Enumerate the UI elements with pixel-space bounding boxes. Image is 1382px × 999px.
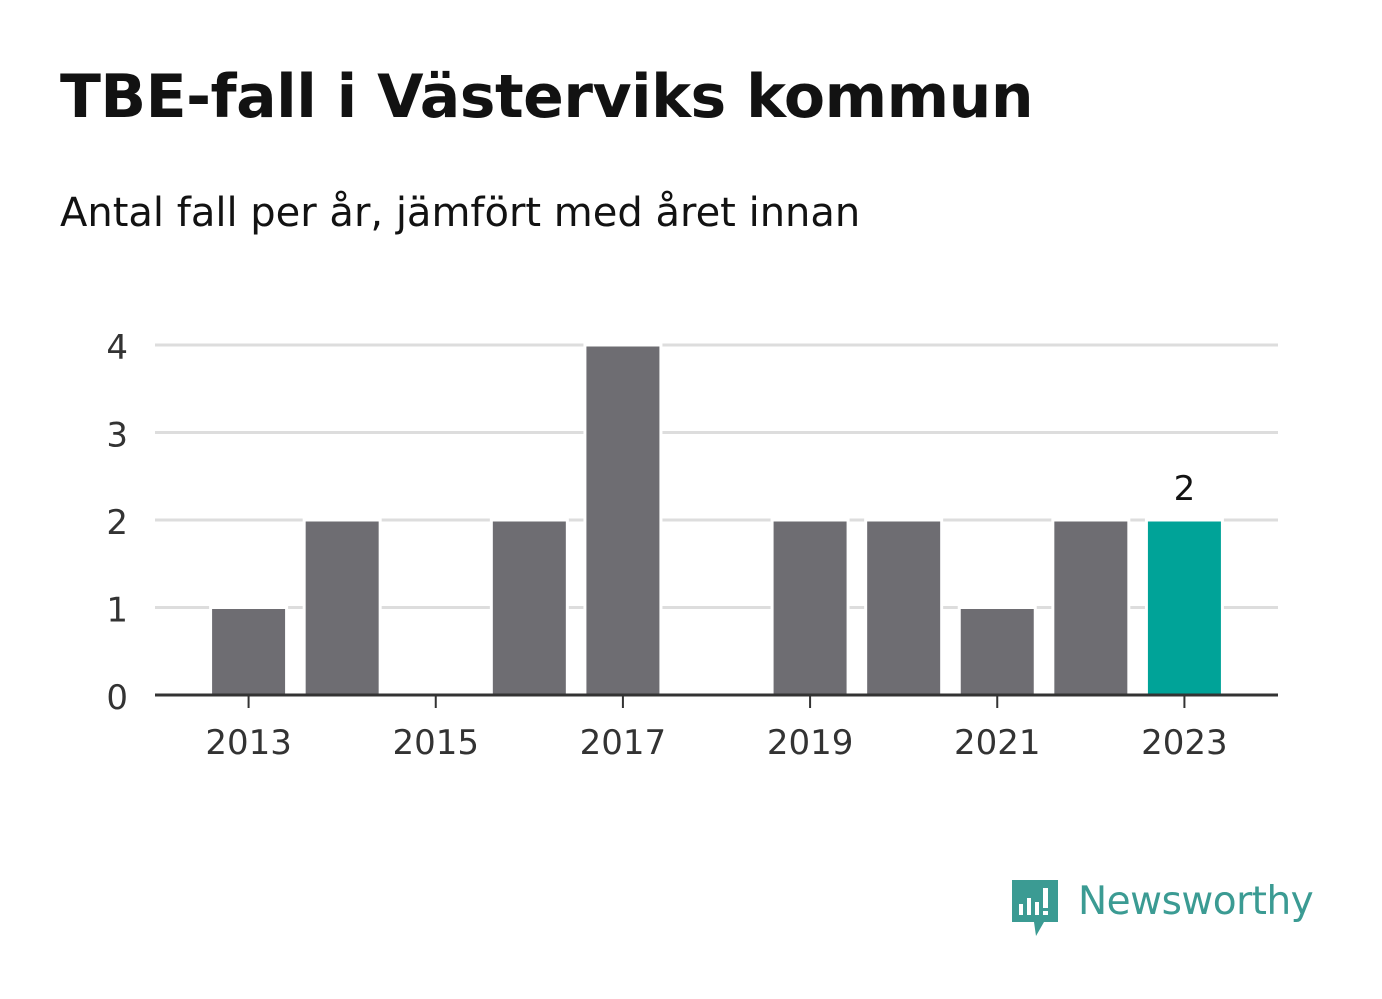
x-tick-label: 2017 xyxy=(580,723,667,763)
x-axis xyxy=(155,693,1278,708)
y-tick-label: 1 xyxy=(106,591,128,631)
bar-2019 xyxy=(770,518,850,697)
bar-2013 xyxy=(209,606,289,697)
newsworthy-logo-icon xyxy=(1012,880,1058,936)
brand-name: Newsworthy xyxy=(1078,879,1314,924)
x-tick-label: 2013 xyxy=(205,723,292,763)
x-tick-label: 2023 xyxy=(1141,723,1228,763)
labels: 0 1 2 3 4 2013 2015 2017 2019 2021 2023 2 xyxy=(106,328,1227,763)
y-tick-label: 2 xyxy=(106,503,128,543)
chart-subtitle: Antal fall per år, jämfört med året inna… xyxy=(60,190,861,236)
x-tick-label: 2019 xyxy=(767,723,854,763)
x-tick-label: 2015 xyxy=(392,723,479,763)
bar-2023 xyxy=(1144,518,1224,697)
bar-2016 xyxy=(489,518,569,697)
bar-2022 xyxy=(1051,518,1131,697)
x-tick-label: 2021 xyxy=(954,723,1041,763)
data-label: 2 xyxy=(1174,469,1196,509)
bar-2020 xyxy=(864,518,944,697)
bar-2017 xyxy=(583,343,663,697)
y-tick-label: 3 xyxy=(106,416,128,456)
bar-2021 xyxy=(957,606,1037,697)
chart-title: TBE-fall i Västerviks kommun xyxy=(60,62,1034,132)
y-tick-label: 0 xyxy=(106,678,128,718)
y-tick-label: 4 xyxy=(106,328,128,368)
bar-2014 xyxy=(302,518,382,697)
